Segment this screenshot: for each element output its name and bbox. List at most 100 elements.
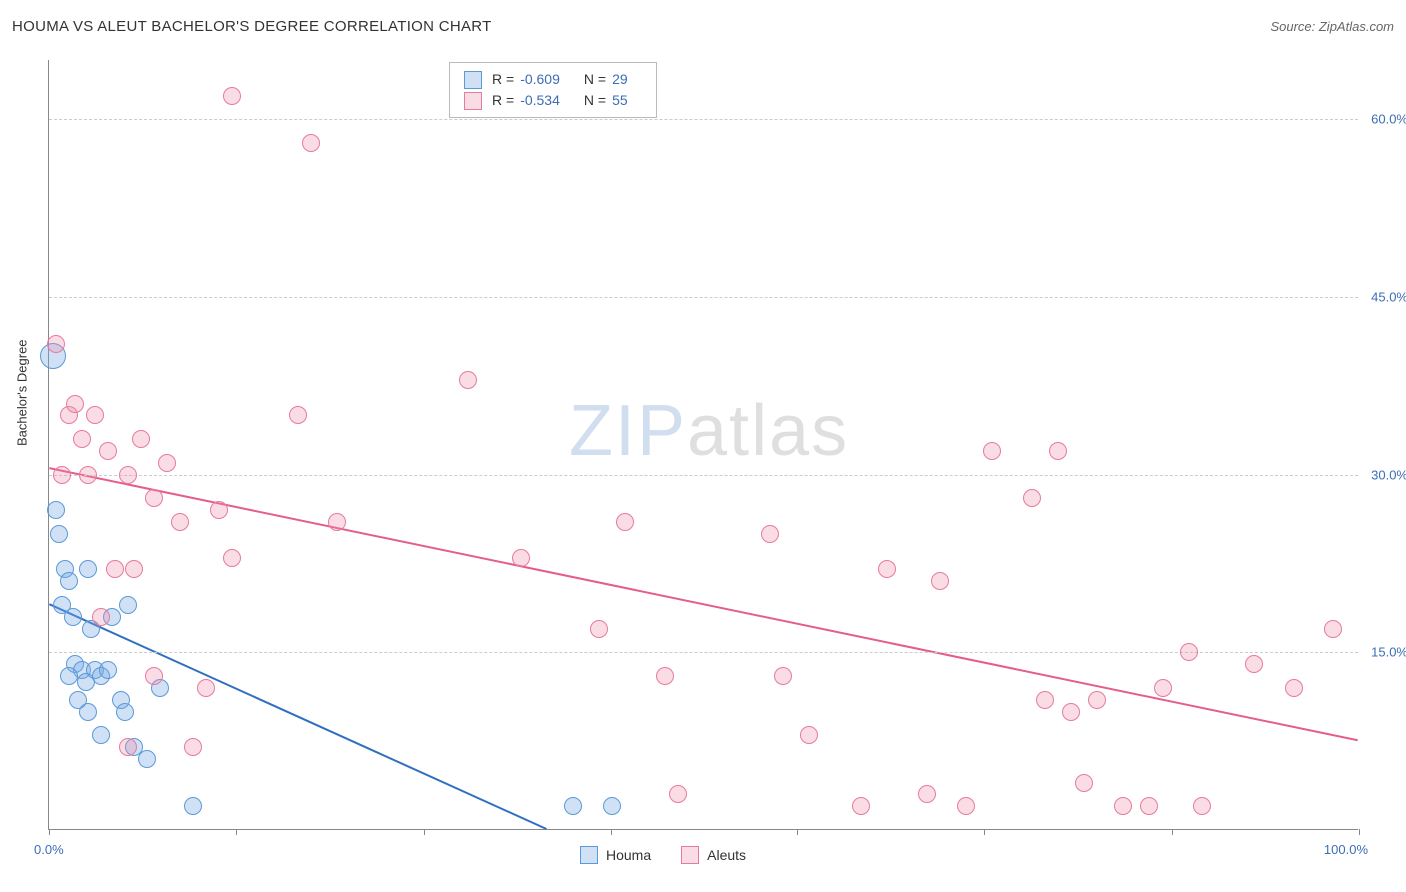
legend-swatch bbox=[464, 71, 482, 89]
data-point bbox=[328, 513, 346, 531]
data-point bbox=[64, 608, 82, 626]
n-value: 55 bbox=[612, 90, 628, 111]
data-point bbox=[99, 661, 117, 679]
data-point bbox=[1088, 691, 1106, 709]
data-point bbox=[1062, 703, 1080, 721]
data-point bbox=[47, 335, 65, 353]
y-tick-label: 30.0% bbox=[1363, 467, 1406, 482]
data-point bbox=[60, 667, 78, 685]
x-tick bbox=[1172, 829, 1173, 835]
data-point bbox=[852, 797, 870, 815]
data-point bbox=[223, 549, 241, 567]
data-point bbox=[197, 679, 215, 697]
title-bar: HOUMA VS ALEUT BACHELOR'S DEGREE CORRELA… bbox=[12, 18, 1394, 35]
data-point bbox=[210, 501, 228, 519]
data-point bbox=[92, 726, 110, 744]
legend-swatch bbox=[464, 92, 482, 110]
y-tick-label: 45.0% bbox=[1363, 289, 1406, 304]
data-point bbox=[1049, 442, 1067, 460]
data-point bbox=[145, 489, 163, 507]
y-tick-label: 60.0% bbox=[1363, 112, 1406, 127]
data-point bbox=[590, 620, 608, 638]
data-point bbox=[119, 466, 137, 484]
data-point bbox=[656, 667, 674, 685]
gridline bbox=[49, 297, 1358, 298]
n-label: N = bbox=[584, 90, 606, 111]
x-axis-max-label: 100.0% bbox=[1324, 842, 1368, 857]
data-point bbox=[158, 454, 176, 472]
legend-swatch bbox=[580, 846, 598, 864]
trend-lines-layer bbox=[49, 60, 1358, 829]
data-point bbox=[878, 560, 896, 578]
y-axis-label: Bachelor's Degree bbox=[15, 339, 30, 446]
x-tick bbox=[611, 829, 612, 835]
data-point bbox=[60, 572, 78, 590]
data-point bbox=[184, 738, 202, 756]
data-point bbox=[1154, 679, 1172, 697]
data-point bbox=[1180, 643, 1198, 661]
data-point bbox=[171, 513, 189, 531]
x-tick bbox=[49, 829, 50, 835]
data-point bbox=[1245, 655, 1263, 673]
legend-item: Aleuts bbox=[681, 846, 746, 864]
data-point bbox=[1036, 691, 1054, 709]
data-point bbox=[69, 691, 87, 709]
gridline bbox=[49, 119, 1358, 120]
data-point bbox=[931, 572, 949, 590]
data-point bbox=[564, 797, 582, 815]
legend-item: Houma bbox=[580, 846, 651, 864]
data-point bbox=[79, 466, 97, 484]
x-tick bbox=[1359, 829, 1360, 835]
data-point bbox=[616, 513, 634, 531]
data-point bbox=[223, 87, 241, 105]
r-label: R = bbox=[492, 69, 514, 90]
gridline bbox=[49, 475, 1358, 476]
data-point bbox=[138, 750, 156, 768]
data-point bbox=[132, 430, 150, 448]
r-value: -0.609 bbox=[520, 69, 560, 90]
n-value: 29 bbox=[612, 69, 628, 90]
x-tick bbox=[236, 829, 237, 835]
y-tick-label: 15.0% bbox=[1363, 645, 1406, 660]
data-point bbox=[184, 797, 202, 815]
legend-swatch bbox=[681, 846, 699, 864]
source-attribution: Source: ZipAtlas.com bbox=[1270, 19, 1394, 34]
r-value: -0.534 bbox=[520, 90, 560, 111]
data-point bbox=[86, 406, 104, 424]
gridline bbox=[49, 652, 1358, 653]
data-point bbox=[957, 797, 975, 815]
legend-label: Houma bbox=[606, 847, 651, 863]
legend-label: Aleuts bbox=[707, 847, 746, 863]
data-point bbox=[603, 797, 621, 815]
data-point bbox=[918, 785, 936, 803]
data-point bbox=[512, 549, 530, 567]
data-point bbox=[73, 430, 91, 448]
data-point bbox=[302, 134, 320, 152]
data-point bbox=[1140, 797, 1158, 815]
data-point bbox=[119, 596, 137, 614]
data-point bbox=[983, 442, 1001, 460]
data-point bbox=[66, 395, 84, 413]
data-point bbox=[774, 667, 792, 685]
data-point bbox=[92, 608, 110, 626]
x-axis-min-label: 0.0% bbox=[34, 842, 64, 857]
data-point bbox=[53, 466, 71, 484]
x-tick bbox=[797, 829, 798, 835]
data-point bbox=[79, 560, 97, 578]
data-point bbox=[800, 726, 818, 744]
data-point bbox=[1075, 774, 1093, 792]
data-point bbox=[1023, 489, 1041, 507]
data-point bbox=[289, 406, 307, 424]
n-label: N = bbox=[584, 69, 606, 90]
data-point bbox=[99, 442, 117, 460]
data-point bbox=[1285, 679, 1303, 697]
data-point bbox=[1114, 797, 1132, 815]
data-point bbox=[1193, 797, 1211, 815]
x-tick bbox=[984, 829, 985, 835]
data-point bbox=[125, 560, 143, 578]
legend-row: R = -0.609 N = 29 bbox=[464, 69, 642, 90]
data-point bbox=[669, 785, 687, 803]
chart-container: HOUMA VS ALEUT BACHELOR'S DEGREE CORRELA… bbox=[0, 0, 1406, 892]
data-point bbox=[119, 738, 137, 756]
series-legend: Houma Aleuts bbox=[580, 846, 746, 864]
